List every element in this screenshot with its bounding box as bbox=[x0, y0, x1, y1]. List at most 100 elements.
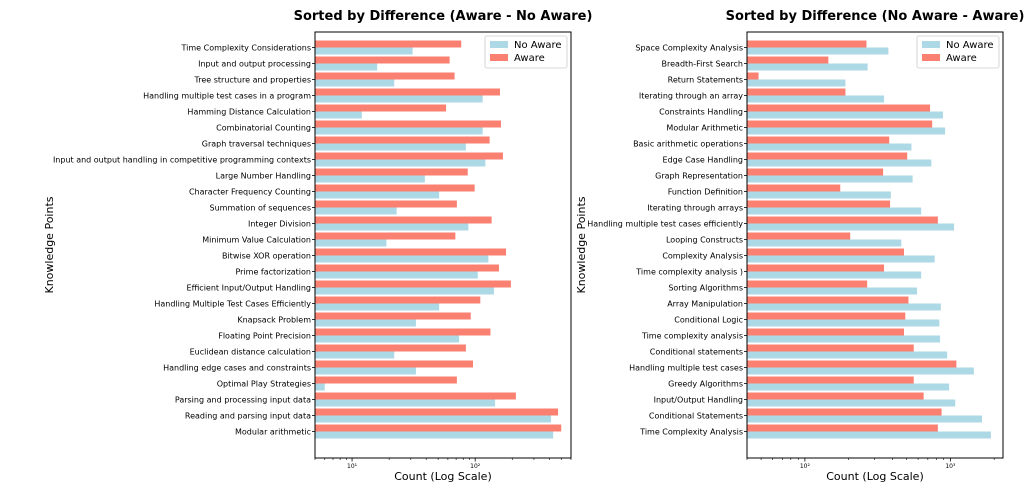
category-label: Time Complexity Analysis bbox=[639, 428, 743, 437]
category-label: Space Complexity Analysis bbox=[635, 44, 743, 53]
chart-title: Sorted by Difference (Aware - No Aware) bbox=[294, 9, 593, 24]
bar-aware-14 bbox=[747, 248, 905, 256]
category-label: Function Definition bbox=[668, 188, 743, 197]
bar-aware-14 bbox=[315, 248, 507, 256]
plot-frame bbox=[746, 31, 1004, 459]
bar-no-aware-1 bbox=[315, 47, 413, 55]
bar-no-aware-7 bbox=[747, 143, 912, 151]
category-label: Handling edge cases and constraints bbox=[163, 364, 311, 373]
category-label: Hamming Distance Calculation bbox=[187, 108, 311, 117]
bar-no-aware-9 bbox=[315, 175, 425, 183]
chart-title: Sorted by Difference (No Aware - Aware) bbox=[726, 9, 1025, 24]
bar-aware-15 bbox=[315, 264, 499, 272]
category-label: Efficient Input/Output Handling bbox=[187, 284, 311, 293]
bar-no-aware-5 bbox=[315, 111, 362, 119]
bar-aware-20 bbox=[747, 344, 914, 352]
bar-no-aware-11 bbox=[747, 207, 922, 215]
plot-frame bbox=[314, 31, 572, 459]
bar-aware-3 bbox=[747, 72, 759, 80]
category-label: Optimal Play Strategies bbox=[217, 380, 311, 389]
bar-aware-11 bbox=[747, 200, 891, 208]
bar-no-aware-16 bbox=[315, 287, 494, 295]
bar-aware-25 bbox=[315, 424, 562, 432]
bar-no-aware-2 bbox=[315, 63, 378, 71]
category-label: Input/Output Handling bbox=[654, 396, 743, 405]
category-label: Constraints Handling bbox=[659, 108, 743, 117]
bar-aware-17 bbox=[315, 296, 481, 304]
category-label: Parsing and processing input data bbox=[175, 396, 311, 405]
x-tick-label: 10² bbox=[470, 463, 481, 470]
bar-no-aware-20 bbox=[315, 351, 395, 359]
x-axis-label: Count (Log Scale) bbox=[826, 470, 924, 483]
bar-no-aware-24 bbox=[747, 415, 983, 423]
bar-no-aware-5 bbox=[747, 111, 944, 119]
bar-no-aware-3 bbox=[315, 79, 395, 87]
bar-no-aware-23 bbox=[315, 399, 496, 407]
category-label: Input and output handling in competitive… bbox=[53, 156, 311, 165]
legend-entry: No Aware bbox=[514, 40, 562, 51]
category-label: Graph Representation bbox=[655, 172, 743, 181]
bar-no-aware-6 bbox=[315, 127, 483, 135]
bar-no-aware-3 bbox=[747, 79, 846, 87]
bar-aware-9 bbox=[315, 168, 468, 176]
legend: No Aware Aware bbox=[484, 35, 568, 69]
bar-no-aware-6 bbox=[747, 127, 946, 135]
bar-no-aware-16 bbox=[747, 287, 918, 295]
bar-no-aware-21 bbox=[747, 367, 974, 375]
bar-aware-20 bbox=[315, 344, 466, 352]
bar-aware-21 bbox=[315, 360, 474, 368]
bar-no-aware-12 bbox=[315, 223, 469, 231]
category-label: Iterating through an array bbox=[639, 92, 743, 101]
bar-no-aware-22 bbox=[315, 383, 325, 391]
legend-swatch bbox=[490, 54, 508, 61]
bar-aware-25 bbox=[747, 424, 938, 432]
bar-no-aware-25 bbox=[315, 431, 554, 439]
category-label: Character Frequency Counting bbox=[189, 188, 311, 197]
bar-no-aware-13 bbox=[315, 239, 387, 247]
bar-aware-1 bbox=[315, 40, 462, 48]
bar-no-aware-13 bbox=[747, 239, 902, 247]
bar-no-aware-4 bbox=[747, 95, 885, 103]
category-label: Large Number Handling bbox=[216, 172, 311, 181]
bar-aware-17 bbox=[747, 296, 909, 304]
bar-aware-16 bbox=[315, 280, 511, 288]
category-label: Graph traversal techniques bbox=[202, 140, 311, 149]
category-label: Handling multiple test cases bbox=[629, 364, 743, 373]
bar-aware-5 bbox=[315, 104, 447, 112]
category-label: Reading and parsing input data bbox=[185, 412, 311, 421]
bar-aware-13 bbox=[315, 232, 456, 240]
chart-panel-2: Space Complexity Analysis Breadth-First S… bbox=[575, 9, 1024, 483]
category-label: Euclidean distance calculation bbox=[190, 348, 311, 357]
bar-no-aware-20 bbox=[747, 351, 948, 359]
bar-no-aware-24 bbox=[315, 415, 552, 423]
bar-aware-2 bbox=[315, 56, 450, 64]
bar-no-aware-15 bbox=[315, 271, 478, 279]
bar-no-aware-10 bbox=[315, 191, 440, 199]
category-label: Knapsack Problem bbox=[237, 316, 311, 325]
category-label: Handling Multiple Test Cases Efficiently bbox=[154, 300, 311, 309]
bar-aware-2 bbox=[747, 56, 829, 64]
bar-no-aware-12 bbox=[747, 223, 955, 231]
category-label: Time Complexity Considerations bbox=[181, 44, 311, 53]
category-label: Conditional statements bbox=[650, 348, 743, 357]
bar-no-aware-25 bbox=[747, 431, 991, 439]
category-label: Tree structure and properties bbox=[194, 76, 311, 85]
bar-aware-3 bbox=[315, 72, 455, 80]
category-label: Summation of sequences bbox=[210, 204, 311, 213]
bar-aware-10 bbox=[747, 184, 841, 192]
bar-no-aware-1 bbox=[747, 47, 889, 55]
chart-panel-1: Time Complexity Considerations Input and … bbox=[43, 9, 592, 483]
legend-swatch bbox=[490, 41, 508, 48]
bar-no-aware-9 bbox=[747, 175, 913, 183]
category-label: Greedy Algorithms bbox=[668, 380, 743, 389]
legend-swatch bbox=[922, 41, 940, 48]
category-label: Array Manipulation bbox=[667, 300, 743, 309]
legend: No Aware Aware bbox=[916, 35, 1000, 69]
bar-no-aware-14 bbox=[747, 255, 935, 263]
bar-aware-23 bbox=[315, 392, 516, 400]
bar-aware-24 bbox=[315, 408, 559, 416]
bar-aware-7 bbox=[747, 136, 890, 144]
bar-aware-4 bbox=[315, 88, 500, 96]
bar-aware-10 bbox=[315, 184, 475, 192]
bar-no-aware-7 bbox=[315, 143, 466, 151]
